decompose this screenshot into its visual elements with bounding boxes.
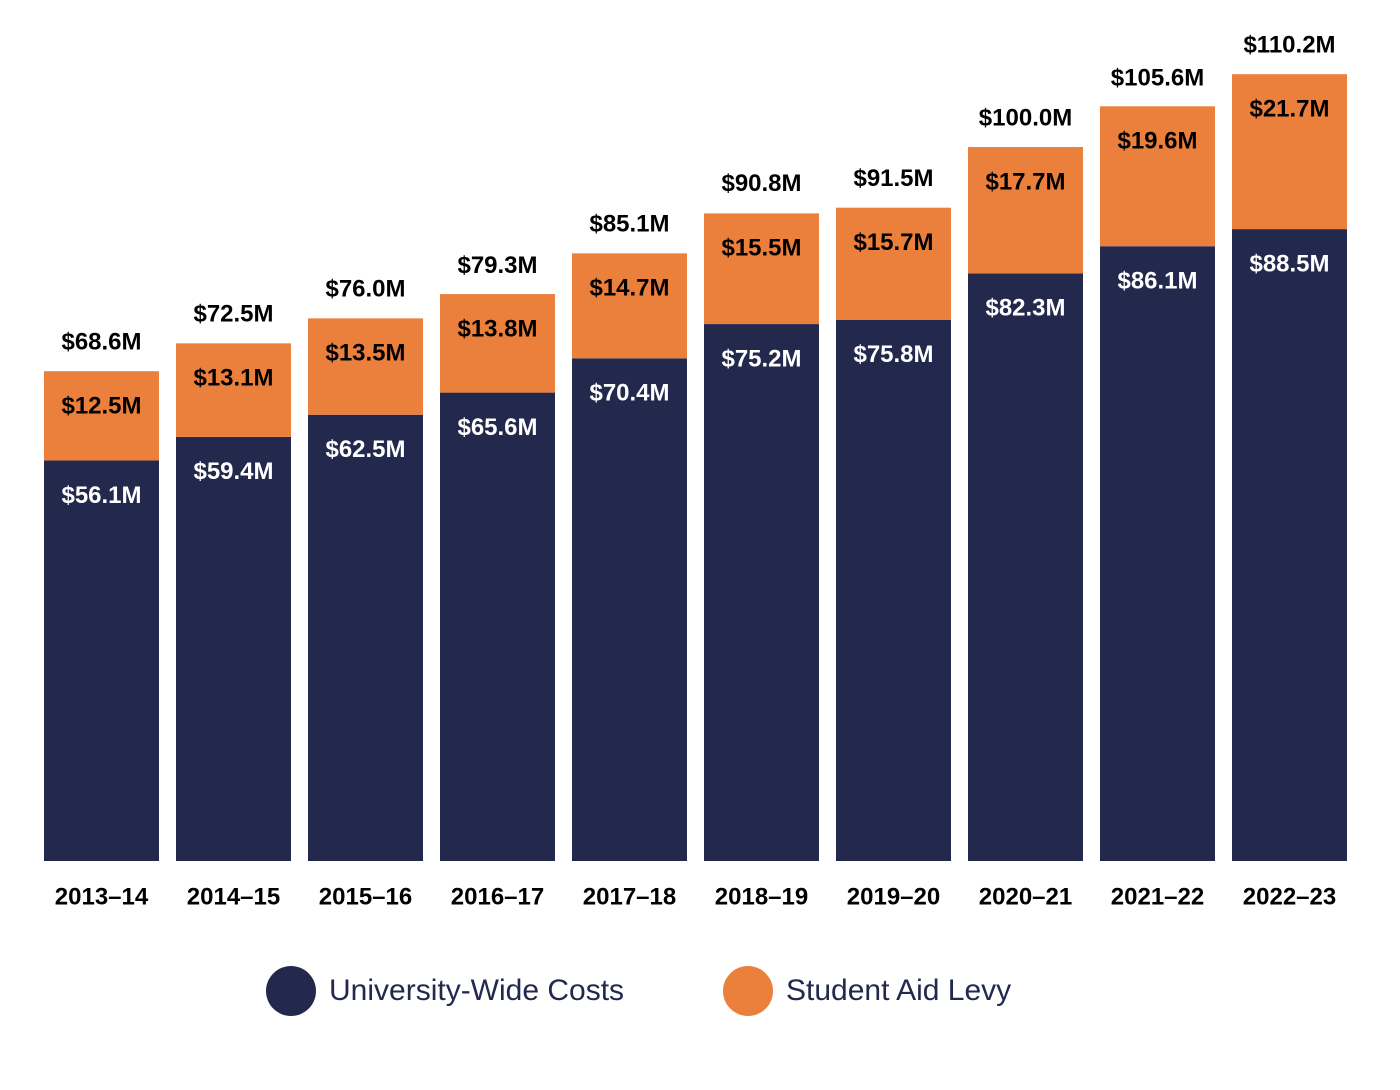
x-tick-label: 2018–19 [715, 883, 808, 910]
bar-segment [836, 319, 951, 862]
value-label: $15.5M [721, 235, 801, 262]
value-label: $15.7M [853, 229, 933, 256]
legend-label: University-Wide Costs [329, 974, 624, 1007]
x-tick-label: 2020–21 [979, 883, 1072, 910]
bar-segment [1232, 229, 1347, 862]
bar-segment [836, 207, 951, 320]
x-tick-label: 2019–20 [847, 883, 940, 910]
bar-segment [44, 460, 159, 861]
value-label: $21.7M [1249, 96, 1329, 123]
bar-segment [176, 343, 291, 437]
total-label: $110.2M [1243, 32, 1335, 59]
x-tick-label: 2021–22 [1111, 883, 1204, 910]
value-label: $12.5M [61, 393, 141, 420]
value-label: $65.6M [457, 414, 537, 441]
bar-segment [308, 318, 423, 415]
x-tick-label: 2015–16 [319, 883, 412, 910]
value-label: $14.7M [589, 275, 669, 302]
bar-segment [176, 436, 291, 861]
bar-segment [44, 371, 159, 461]
total-label: $91.5M [853, 165, 933, 192]
legend-swatch [266, 966, 316, 1016]
x-tick-label: 2017–18 [583, 883, 676, 910]
bar-segment [1232, 74, 1347, 230]
bar-segment [704, 324, 819, 861]
value-label: $59.4M [193, 458, 273, 485]
total-label: $100.0M [979, 104, 1072, 131]
bar-segment [308, 414, 423, 861]
total-label: $72.5M [193, 301, 273, 328]
value-label: $88.5M [1249, 250, 1329, 277]
value-label: $86.1M [1117, 268, 1197, 295]
value-label: $75.2M [721, 345, 801, 372]
bar-segment [968, 273, 1083, 861]
total-label: $76.0M [325, 276, 405, 303]
legend-swatch [723, 966, 773, 1016]
bar-segment [572, 253, 687, 359]
value-label: $13.8M [457, 315, 537, 342]
x-tick-label: 2016–17 [451, 883, 544, 910]
bar-segment [1100, 246, 1215, 862]
legend-label: Student Aid Levy [786, 974, 1011, 1007]
bar-segment [440, 294, 555, 393]
x-tick-label: 2014–15 [187, 883, 280, 910]
value-label: $70.4M [589, 380, 669, 407]
total-label: $85.1M [589, 211, 669, 238]
value-label: $56.1M [61, 482, 141, 509]
bar-segment [572, 358, 687, 861]
value-label: $17.7M [985, 168, 1065, 195]
value-label: $13.5M [325, 340, 405, 367]
total-label: $90.8M [721, 170, 801, 197]
bar-segment [704, 213, 819, 325]
bar-segment [968, 147, 1083, 274]
value-label: $75.8M [853, 341, 933, 368]
total-label: $68.6M [61, 329, 141, 356]
x-tick-label: 2013–14 [55, 883, 149, 910]
bar-segment [1100, 106, 1215, 247]
value-label: $62.5M [325, 436, 405, 463]
total-label: $79.3M [457, 252, 537, 279]
value-label: $13.1M [193, 365, 273, 392]
value-label: $82.3M [985, 295, 1065, 322]
x-tick-label: 2022–23 [1243, 883, 1336, 910]
bar-segment [440, 392, 555, 861]
total-label: $105.6M [1111, 64, 1204, 91]
value-label: $19.6M [1117, 128, 1197, 155]
